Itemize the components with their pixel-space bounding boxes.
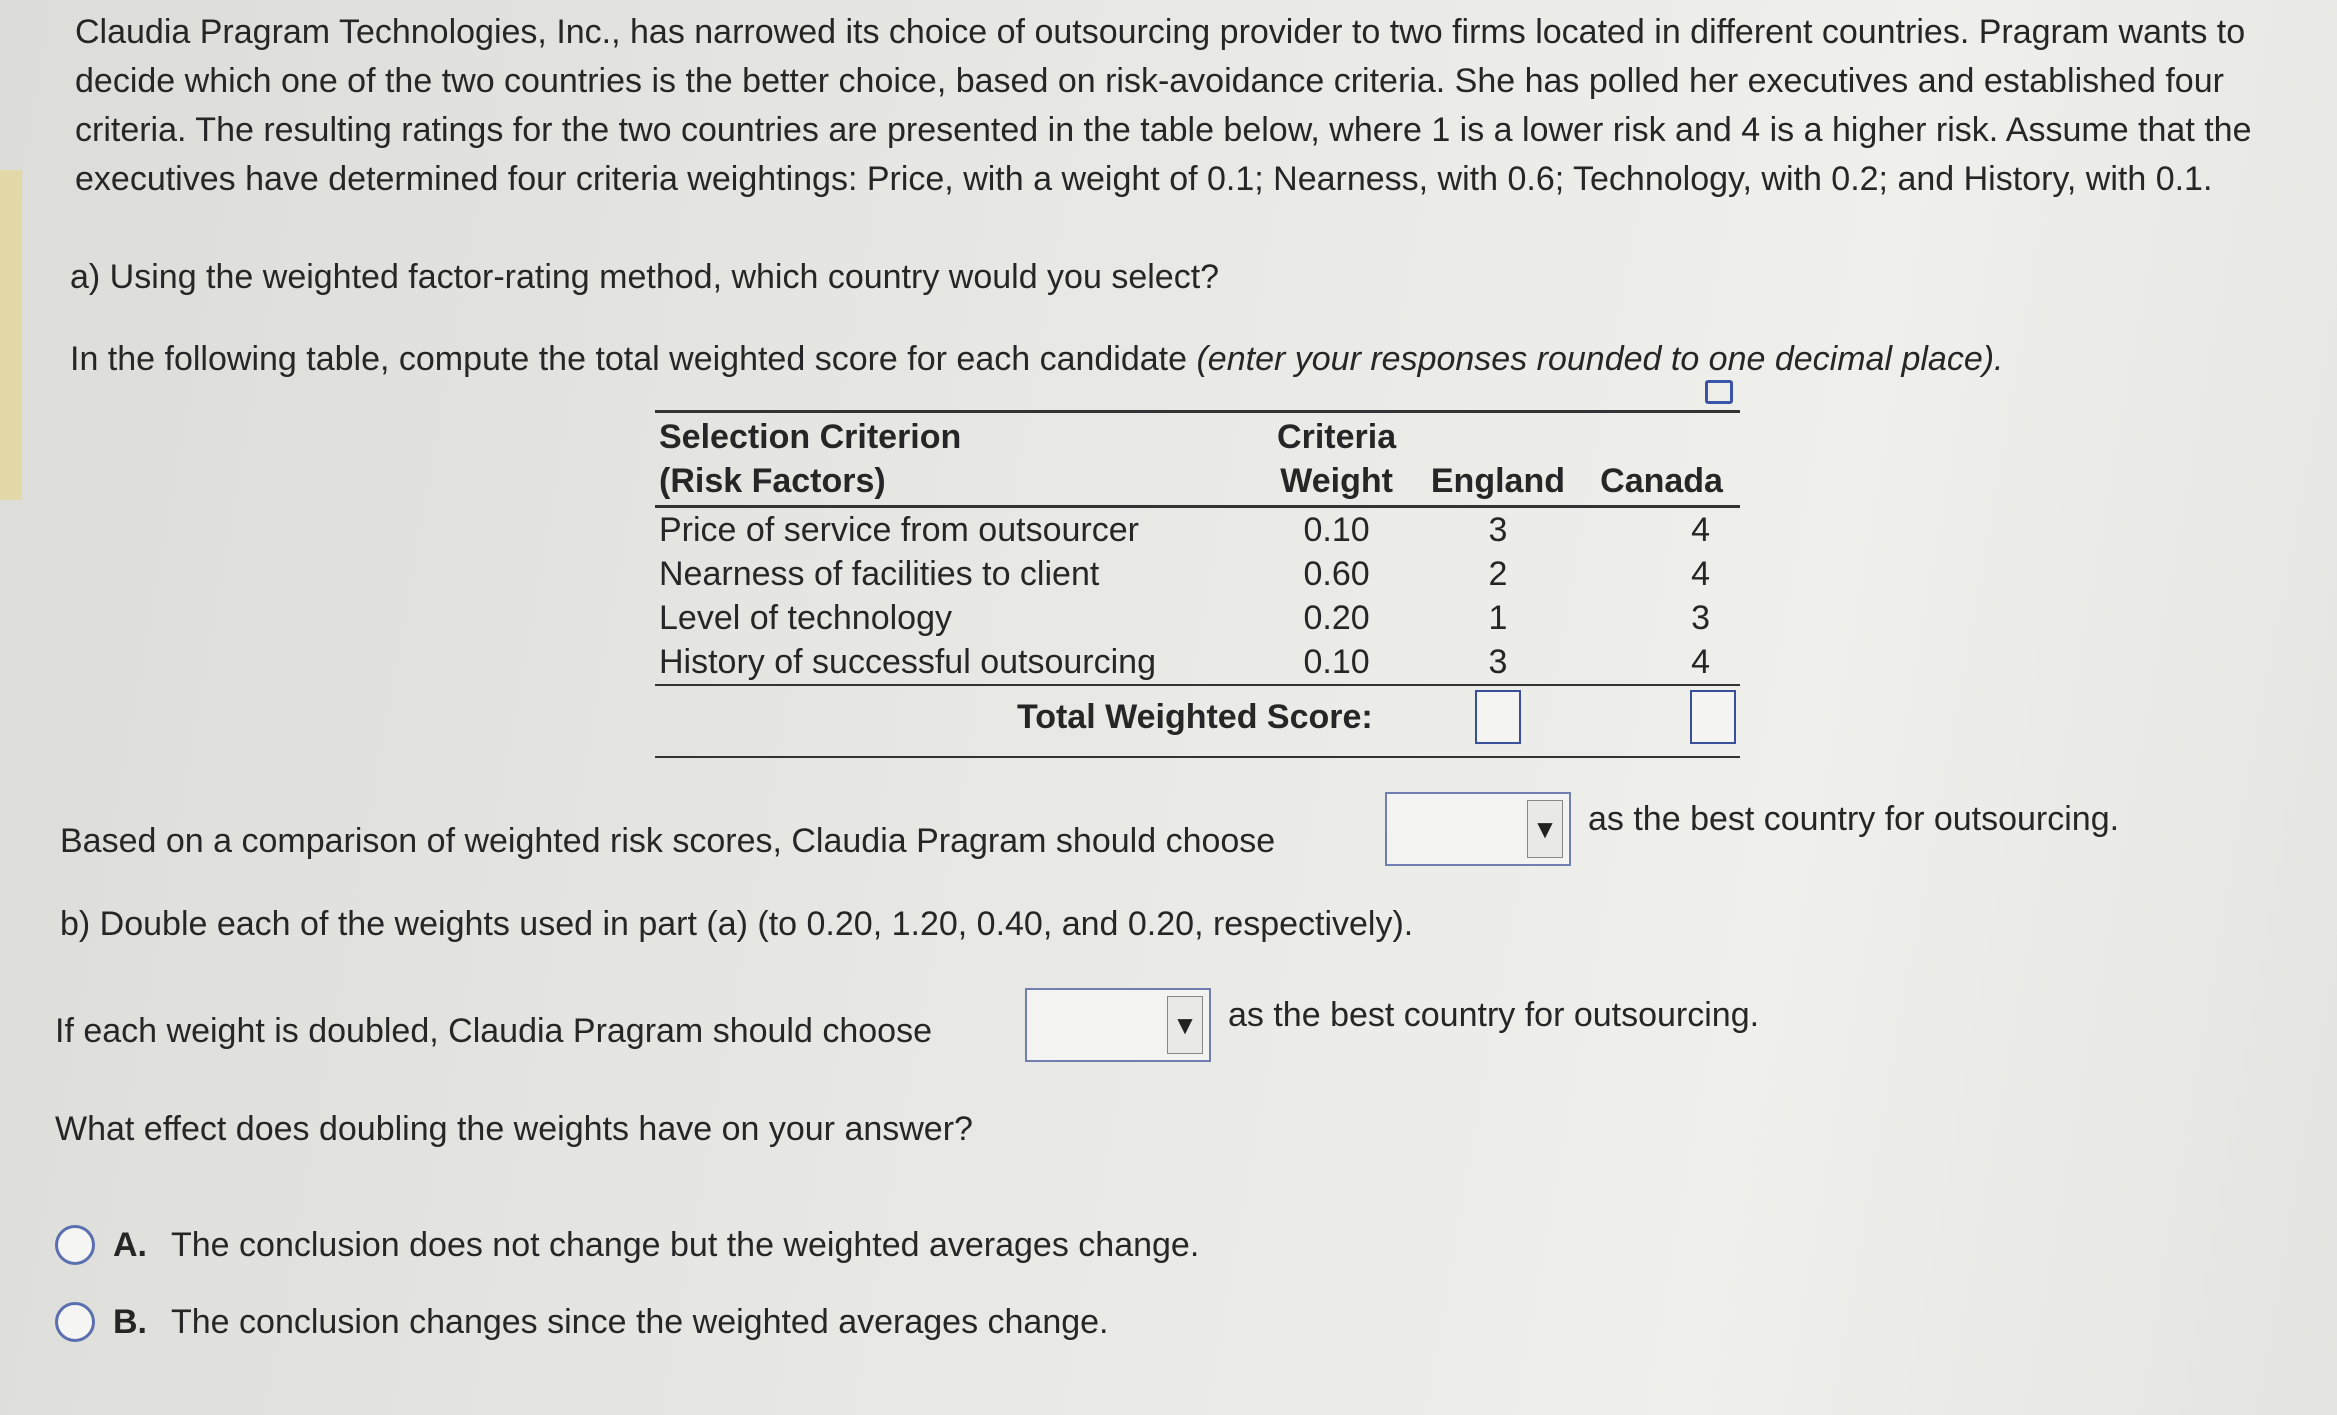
table-instruction: In the following table, compute the tota… — [70, 340, 2004, 379]
popout-table-icon[interactable] — [1705, 380, 1733, 404]
dropdown-arrow-icon[interactable]: ▼ — [1167, 996, 1203, 1054]
table-row: History of successful outsourcing 0.10 3 4 — [659, 643, 1710, 681]
part-b-country-select[interactable]: ▼ — [1025, 988, 1211, 1062]
part-a-choose-text: Based on a comparison of weighted risk s… — [60, 822, 1276, 860]
header-criterion: Selection Criterion (Risk Factors) — [659, 418, 962, 500]
part-b-question: b) Double each of the weights used in pa… — [60, 905, 1414, 943]
part-b-choose-text: If each weight is doubled, Claudia Pragr… — [55, 1012, 932, 1050]
instruction-text: In the following table, compute the tota… — [70, 340, 1197, 378]
part-a-country-select[interactable]: ▼ — [1385, 792, 1571, 866]
option-b[interactable]: B. The conclusion changes since the weigh… — [55, 1302, 1109, 1342]
england-total-input[interactable] — [1474, 690, 1521, 744]
header-canada: Canada — [1600, 462, 1723, 500]
header-england: England — [1430, 462, 1565, 500]
radio-a[interactable] — [55, 1225, 95, 1265]
total-label: Total Weighted Score: — [1016, 698, 1373, 736]
header-weight: Criteria Weight — [1277, 418, 1397, 500]
table-row: Nearness of facilities to client 0.60 2 4 — [659, 555, 1710, 593]
part-b-choose-after: as the best country for outsourcing. — [1228, 996, 1760, 1034]
part-a-choose-after: as the best country for outsourcing. — [1588, 800, 2120, 838]
dropdown-arrow-icon[interactable]: ▼ — [1527, 800, 1563, 858]
part-a-question: a) Using the weighted factor-rating meth… — [70, 258, 1220, 296]
canada-total-input[interactable] — [1690, 690, 1736, 744]
total-row: Total Weighted Score: — [655, 685, 1740, 757]
ratings-table: Selection Criterion (Risk Factors) Criter… — [655, 410, 1740, 758]
effect-question: What effect does doubling the weights ha… — [55, 1110, 973, 1148]
option-a[interactable]: A. The conclusion does not change but the… — [55, 1225, 1199, 1265]
table-row: Level of technology 0.20 1 3 — [659, 599, 1710, 637]
instruction-italic: (enter your responses rounded to one dec… — [1196, 340, 2004, 378]
radio-b[interactable] — [55, 1302, 95, 1342]
left-edge-strip — [0, 170, 22, 500]
problem-intro: Claudia Pragram Technologies, Inc., has … — [75, 13, 2252, 198]
table-row: Price of service from outsourcer 0.10 3 4 — [659, 511, 1710, 549]
